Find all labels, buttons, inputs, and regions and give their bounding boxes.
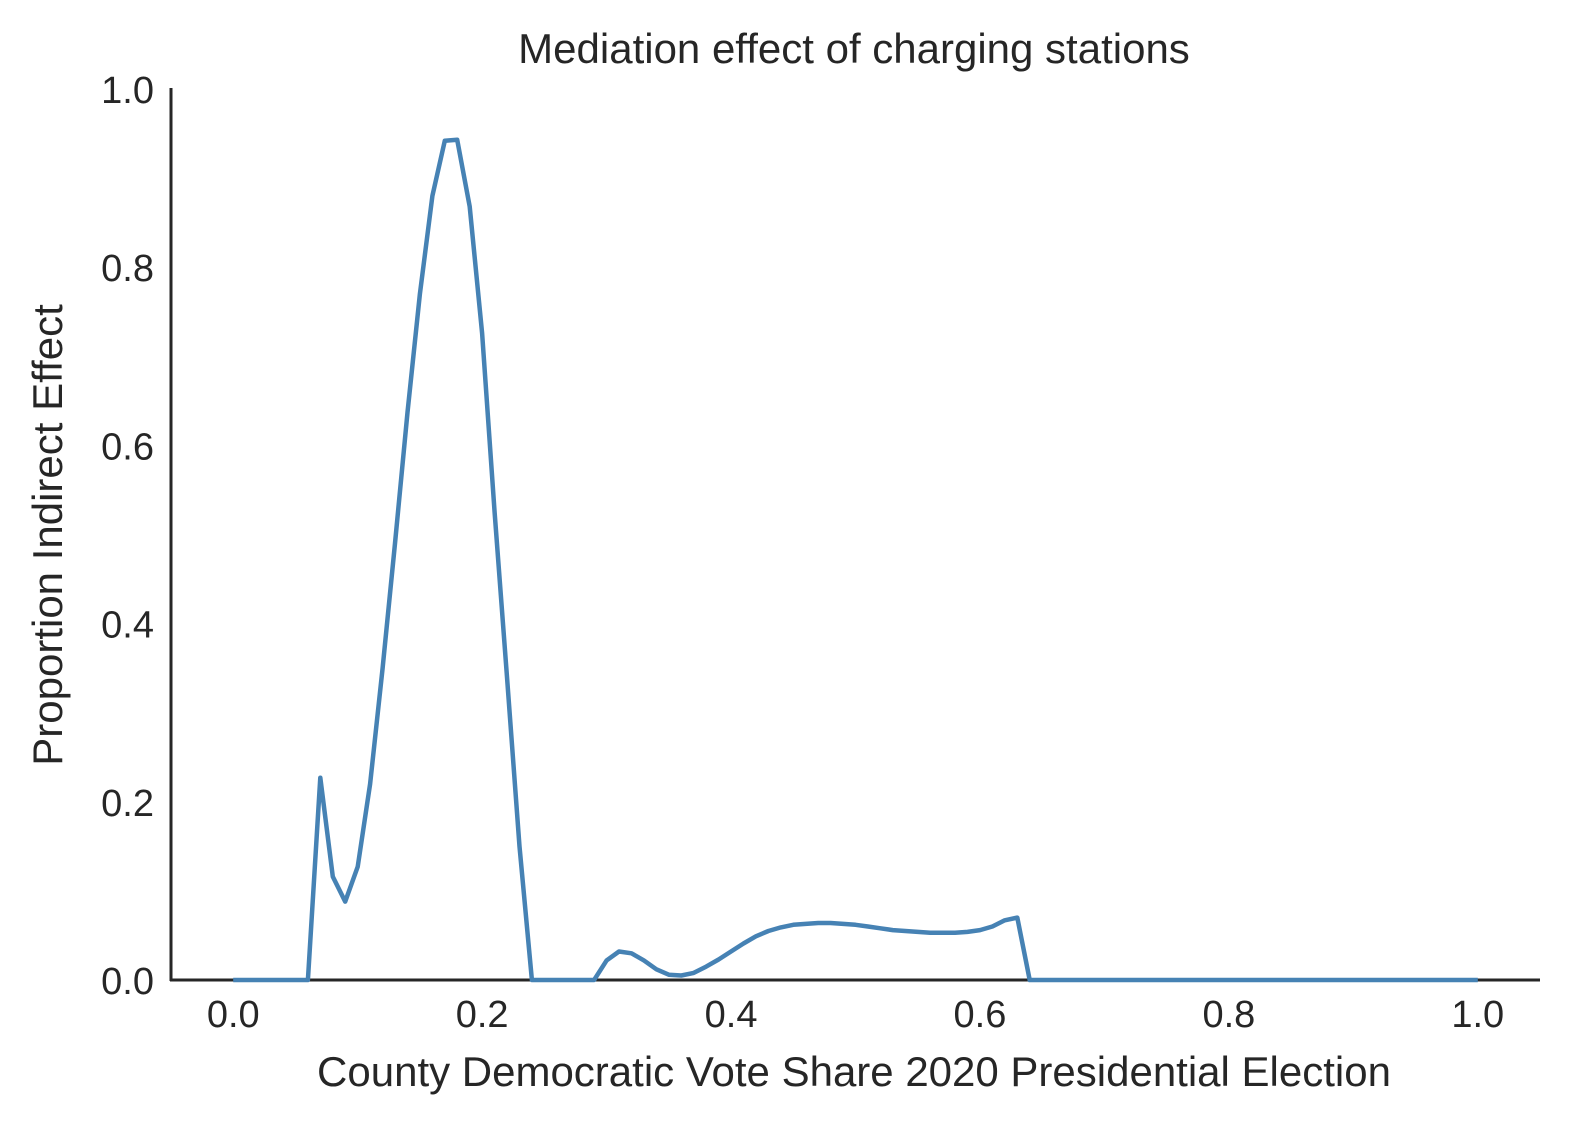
x-tick-label: 1.0: [1451, 994, 1504, 1036]
plot-lines: [233, 137, 1478, 983]
y-tick-label: 0.0: [101, 961, 154, 1003]
x-tick-label: 0.0: [207, 994, 260, 1036]
x-tick-label: 0.6: [954, 994, 1007, 1036]
y-tick-label: 1.0: [101, 70, 154, 112]
x-tick-label: 0.2: [456, 994, 509, 1036]
series-line: [233, 137, 1478, 983]
y-tick-label: 0.2: [101, 783, 154, 825]
y-tick-label: 0.6: [101, 426, 154, 468]
y-axis-label: Proportion Indirect Effect: [24, 304, 71, 766]
chart-title: Mediation effect of charging stations: [518, 25, 1190, 72]
y-tick-labels: 0.0 0.2 0.4 0.6 0.8 1.0: [101, 70, 154, 1003]
y-tick-label: 0.8: [101, 248, 154, 290]
x-tick-label: 0.4: [705, 994, 758, 1036]
x-tick-label: 0.8: [1202, 994, 1255, 1036]
y-tick-label: 0.4: [101, 605, 154, 647]
x-tick-labels: 0.0 0.2 0.4 0.6 0.8 1.0: [207, 994, 1504, 1036]
x-axis-label: County Democratic Vote Share 2020 Presid…: [317, 1048, 1391, 1095]
